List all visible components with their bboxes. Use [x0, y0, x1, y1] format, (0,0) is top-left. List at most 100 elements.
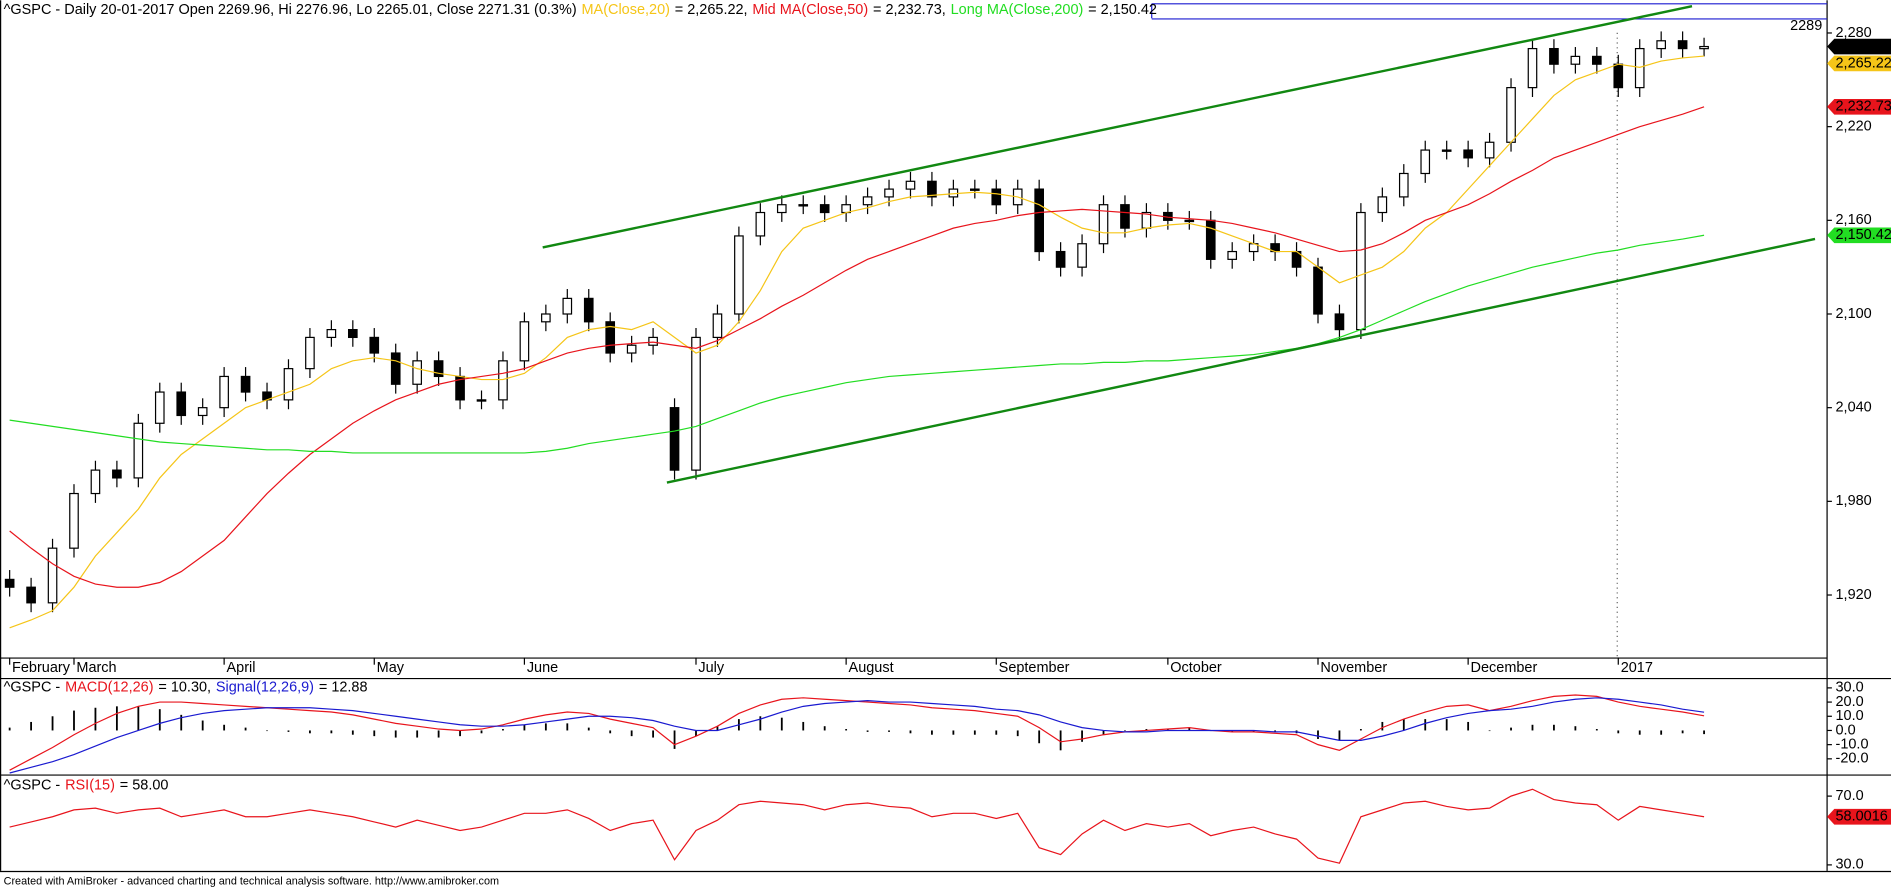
histogram-bar [1402, 719, 1405, 731]
y-tick-label: 30.0 [1836, 680, 1864, 696]
histogram-bar [480, 730, 483, 734]
histogram-bar [609, 730, 612, 734]
candle-body [1334, 313, 1345, 331]
candle-body [26, 586, 36, 604]
candle-body [1398, 172, 1409, 198]
candle-body [669, 407, 680, 471]
candle-body [1699, 45, 1709, 50]
y-tick-label: 1,920 [1836, 587, 1872, 603]
histogram-bar [502, 729, 504, 731]
histogram-bar [1703, 730, 1705, 735]
histogram-bar [1638, 730, 1641, 735]
histogram-bar [1553, 724, 1555, 731]
candle-body [1184, 219, 1195, 223]
candle-body [283, 368, 294, 401]
histogram-bar [94, 707, 97, 731]
candle-body [776, 204, 787, 214]
legend-name: RSI(15) [65, 777, 115, 793]
histogram-bar [1338, 730, 1341, 741]
histogram-bar [866, 730, 869, 732]
histogram-bar [1445, 719, 1448, 731]
y-tick-label: 70.0 [1836, 788, 1864, 804]
y-tick-label: 2,100 [1836, 306, 1872, 322]
histogram-bar [1617, 730, 1620, 734]
candle-body [412, 360, 422, 385]
last-value-label: 2,271.31 [1836, 38, 1891, 54]
candle-body [1506, 87, 1516, 143]
legend-title: ^GSPC - Daily 20-01-2017 Open 2269.96, H… [4, 2, 577, 18]
histogram-bar [115, 706, 118, 731]
x-tick-label: March [76, 660, 116, 676]
y-tick-label: 30.0 [1836, 857, 1864, 873]
candle-body [433, 360, 444, 378]
histogram-bar [244, 727, 247, 731]
candle-body [1613, 63, 1624, 89]
candle-body [1227, 250, 1238, 260]
candle-body [648, 336, 658, 346]
candle-body [562, 297, 573, 315]
candle-body [1313, 266, 1323, 315]
legend-value: = 2,232.73, [873, 2, 946, 18]
x-tick-label: April [227, 660, 256, 676]
x-tick-label: June [527, 660, 558, 676]
histogram-bar [1016, 730, 1019, 737]
candle-body [305, 336, 315, 370]
trend-line [542, 5, 1693, 249]
candle-body [519, 321, 530, 362]
candle-body [1077, 243, 1087, 268]
histogram-bar [373, 730, 376, 737]
candle-body [884, 188, 894, 198]
x-tick-label: December [1471, 660, 1538, 676]
candle-body [1034, 188, 1044, 253]
y-tick-label: 2,280 [1836, 25, 1872, 41]
footer: Created with AmiBroker - advanced charti… [4, 876, 499, 888]
x-tick-label: September [999, 660, 1070, 676]
candle-body [1377, 196, 1388, 214]
candle-body [755, 211, 766, 237]
histogram-bar [652, 730, 655, 738]
histogram-bar [1252, 730, 1255, 732]
histogram-bar [1510, 727, 1512, 731]
histogram-bar [201, 720, 204, 731]
histogram-bar [73, 710, 75, 731]
candle-body [47, 547, 58, 604]
last-value-label: 58.0016 [1836, 809, 1888, 825]
last-value-label: 2,265.22 [1836, 55, 1891, 71]
trend-line [666, 237, 1816, 484]
candle-body [734, 235, 744, 315]
series-line [9, 106, 1705, 588]
histogram-bar [459, 730, 461, 737]
y-tick-label: 10.0 [1836, 708, 1864, 724]
candle-body [691, 336, 701, 471]
candle-body [583, 297, 594, 323]
histogram-bar [544, 723, 547, 731]
candle-body [326, 329, 337, 339]
histogram-bar [137, 706, 140, 731]
histogram-bar [1102, 730, 1105, 735]
candle-body [1634, 47, 1645, 89]
histogram-bar [931, 730, 933, 735]
histogram-bar [309, 730, 311, 734]
candle-body [1484, 141, 1495, 159]
legend-value: = 2,265.22, [675, 2, 748, 18]
candle-body [1549, 47, 1559, 65]
x-tick-label: October [1170, 660, 1222, 676]
series-line [9, 788, 1705, 864]
histogram-bar [1660, 730, 1663, 735]
legend-value: = 12.88 [319, 679, 368, 695]
candle-body [219, 375, 229, 409]
candle-body [1656, 40, 1666, 50]
legend-name: Long MA(Close,200) [951, 2, 1084, 18]
candle-body [927, 180, 937, 198]
pane-legend: ^GSPC - MACD(12,26) = 10.30, Signal(12,26,9… [4, 679, 368, 695]
candle-body [476, 399, 487, 402]
candle-body [798, 204, 809, 207]
histogram-bar [952, 730, 955, 735]
candle-body [498, 360, 508, 401]
histogram-bar [695, 730, 697, 737]
candle-body [819, 204, 830, 214]
histogram-bar [587, 727, 590, 731]
last-value-label: 2,232.73 [1836, 99, 1891, 115]
histogram-bar [51, 716, 54, 731]
